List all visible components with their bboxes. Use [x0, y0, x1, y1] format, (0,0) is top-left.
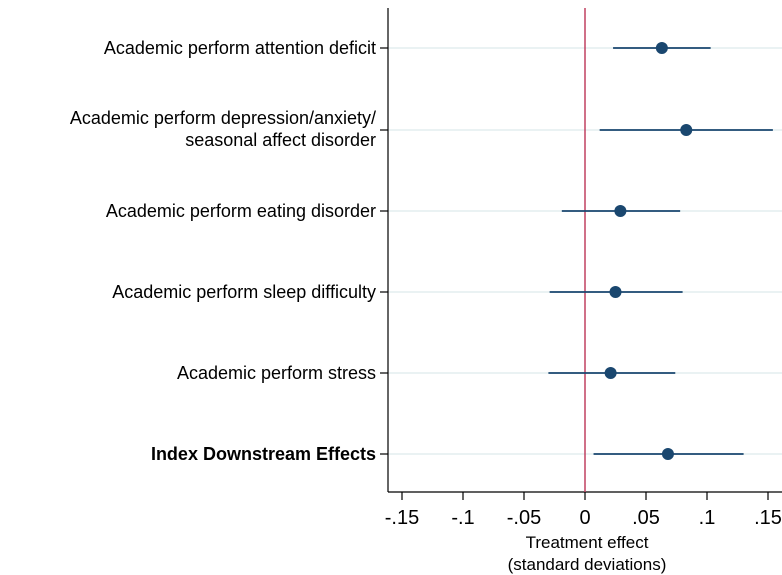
x-tick-label: .05 [632, 507, 660, 529]
estimate-point [609, 286, 622, 298]
row-label: Academic perform stress [177, 363, 376, 383]
x-axis-title-line-2: (standard deviations) [508, 555, 667, 574]
row-label: Academic perform eating disorder [106, 201, 376, 221]
row-labels: Academic perform attention deficit Academ… [70, 38, 376, 464]
estimate-point [661, 448, 674, 460]
x-tick-label: -.05 [507, 507, 541, 529]
estimate-point [655, 42, 668, 54]
estimate-point [614, 205, 627, 217]
x-tick-label: .15 [754, 507, 782, 529]
data-marks [548, 42, 773, 460]
x-tick-labels: -.15 -.1 -.05 0 .05 .1 .15 [385, 507, 782, 529]
x-tick-label: 0 [579, 507, 590, 529]
row-label: Academic perform sleep difficulty [112, 282, 376, 302]
row-label: seasonal affect disorder [185, 130, 376, 150]
row-label: Academic perform attention deficit [104, 38, 376, 58]
axes [380, 8, 782, 500]
estimate-point [604, 367, 617, 379]
x-tick-label: -.1 [451, 507, 474, 529]
row-label: Academic perform depression/anxiety/ [70, 108, 376, 128]
x-tick-label: -.15 [385, 507, 419, 529]
row-label: Index Downstream Effects [151, 444, 376, 464]
x-tick-label: .1 [699, 507, 716, 529]
estimate-point [680, 124, 693, 136]
x-axis-title-line-1: Treatment effect [526, 533, 649, 552]
